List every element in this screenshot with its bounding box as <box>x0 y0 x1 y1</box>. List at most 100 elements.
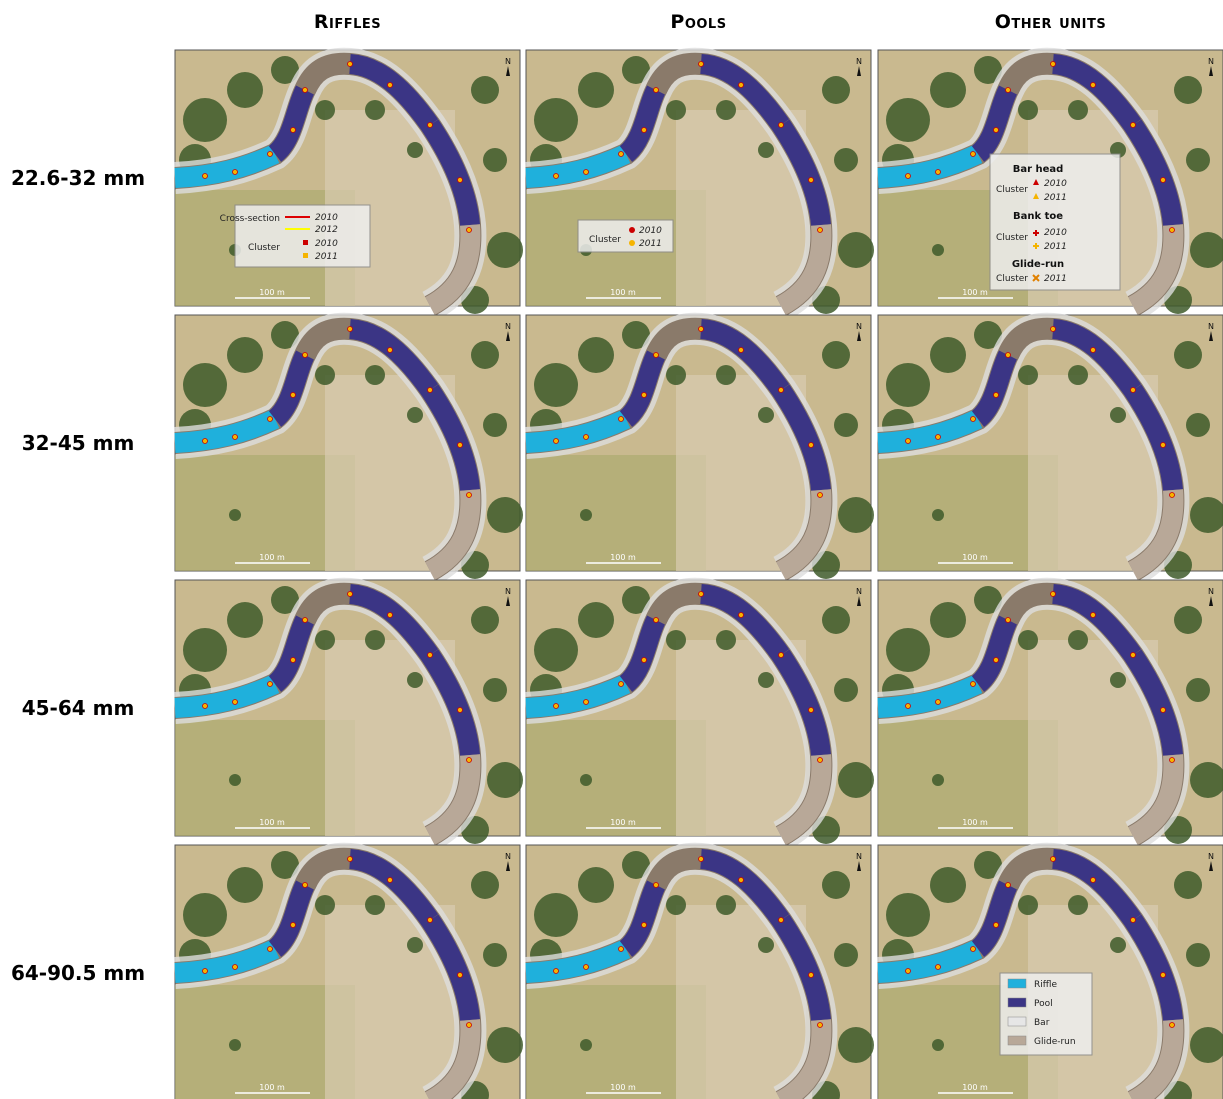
tree <box>315 895 335 915</box>
tree <box>578 72 614 108</box>
legend-swatch <box>1007 978 1027 989</box>
tree <box>483 678 507 702</box>
tree <box>365 895 385 915</box>
river-unit <box>877 939 983 983</box>
north-arrow <box>1209 861 1213 871</box>
river-unit <box>268 615 315 692</box>
north-arrow <box>506 596 510 606</box>
tree <box>930 867 966 903</box>
river-unit <box>348 54 439 131</box>
sample-point <box>1169 227 1175 233</box>
sample-point <box>905 173 911 179</box>
tree <box>229 1039 241 1051</box>
sample-point <box>347 61 353 67</box>
river-unit <box>525 409 631 453</box>
sample-point <box>698 61 704 67</box>
tree <box>666 895 686 915</box>
sample-point <box>466 757 472 763</box>
sample-point <box>970 946 976 952</box>
sample-point <box>1090 347 1096 353</box>
river-unit <box>1124 119 1183 227</box>
scale-label: 100 m <box>610 1083 636 1092</box>
sample-point <box>1130 652 1136 658</box>
tree <box>534 98 578 142</box>
tree <box>315 365 335 385</box>
river-unit <box>619 880 666 957</box>
legend-text: Cluster <box>996 185 1028 195</box>
river-unit <box>971 880 1018 957</box>
scale-label: 100 m <box>259 288 285 297</box>
river-unit <box>699 319 790 396</box>
tree <box>471 606 499 634</box>
map-panel: 100 m N <box>174 312 523 586</box>
tree <box>1186 943 1210 967</box>
sample-point <box>232 699 238 705</box>
sample-point <box>970 151 976 157</box>
tree <box>1174 606 1202 634</box>
sample-point <box>993 127 999 133</box>
sample-point <box>267 681 273 687</box>
river-unit <box>268 350 315 427</box>
scale-label: 100 m <box>962 1083 988 1092</box>
sample-point <box>1050 856 1056 862</box>
legend-text: 2012 <box>315 225 338 235</box>
river-unit <box>775 1019 832 1099</box>
river-unit <box>877 144 983 188</box>
tree <box>838 1027 874 1063</box>
tree <box>834 678 858 702</box>
tree <box>666 100 686 120</box>
sample-point <box>641 127 647 133</box>
tree <box>578 867 614 903</box>
tree <box>471 871 499 899</box>
scale-label: 100 m <box>259 553 285 562</box>
tree <box>1190 762 1223 798</box>
tree <box>930 337 966 373</box>
sample-point <box>970 681 976 687</box>
map-panel: 100 m N <box>525 312 874 586</box>
tree <box>932 509 944 521</box>
tree <box>271 321 299 349</box>
tree <box>315 630 335 650</box>
legend-marker <box>303 253 308 258</box>
tree <box>1190 1027 1223 1063</box>
north-arrow <box>506 331 510 341</box>
legend-marker <box>1033 230 1039 236</box>
legend-text: Bar <box>1034 1018 1050 1028</box>
sample-point <box>618 416 624 422</box>
sample-point <box>387 877 393 883</box>
sample-point <box>583 434 589 440</box>
river-unit <box>1127 754 1184 845</box>
sample-point <box>698 856 704 862</box>
legend-text: 2010 <box>639 226 662 236</box>
sample-point <box>1050 61 1056 67</box>
sample-point <box>993 657 999 663</box>
tree <box>1068 365 1088 385</box>
river-unit <box>1051 54 1142 131</box>
tree <box>974 586 1002 614</box>
sample-point <box>457 707 463 713</box>
tree <box>834 148 858 172</box>
river-unit <box>772 384 831 492</box>
sample-point <box>232 169 238 175</box>
north-arrow <box>857 861 861 871</box>
legend-box <box>577 219 674 253</box>
sample-point <box>387 347 393 353</box>
sample-point <box>290 127 296 133</box>
north-arrow <box>857 596 861 606</box>
sample-point <box>808 177 814 183</box>
column-header: Other units <box>995 11 1106 33</box>
legend-marker <box>303 240 308 245</box>
river-unit <box>971 615 1018 692</box>
tree <box>758 937 774 953</box>
tree <box>838 232 874 268</box>
tree <box>471 76 499 104</box>
sample-point <box>905 703 911 709</box>
sample-point <box>641 392 647 398</box>
sample-point <box>1090 82 1096 88</box>
sample-point <box>553 703 559 709</box>
tree <box>365 365 385 385</box>
tree <box>227 867 263 903</box>
river-unit <box>772 649 831 757</box>
river-unit <box>268 880 315 957</box>
sample-point <box>808 707 814 713</box>
